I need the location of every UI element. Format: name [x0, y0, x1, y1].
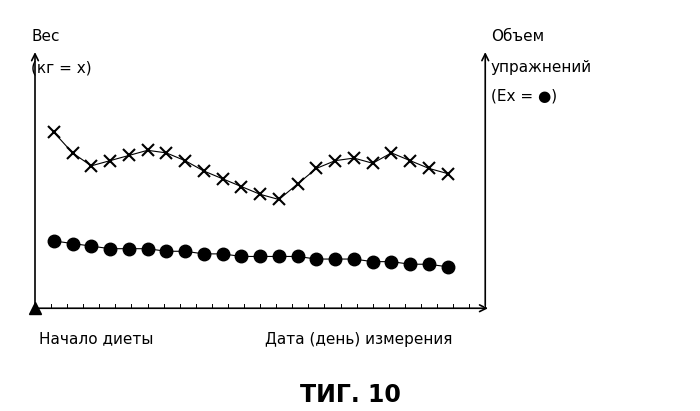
Text: ΤИГ. 10: ΤИГ. 10: [300, 383, 400, 407]
Text: Вес: Вес: [32, 29, 60, 44]
Text: упражнений: упражнений: [491, 60, 592, 75]
Text: Объем: Объем: [491, 29, 544, 44]
Text: (Еx = ●): (Еx = ●): [491, 89, 557, 104]
Text: (кг = x): (кг = x): [32, 60, 92, 75]
Text: Дата (день) измерения: Дата (день) измерения: [265, 332, 453, 346]
Text: Начало диеты: Начало диеты: [38, 332, 153, 346]
